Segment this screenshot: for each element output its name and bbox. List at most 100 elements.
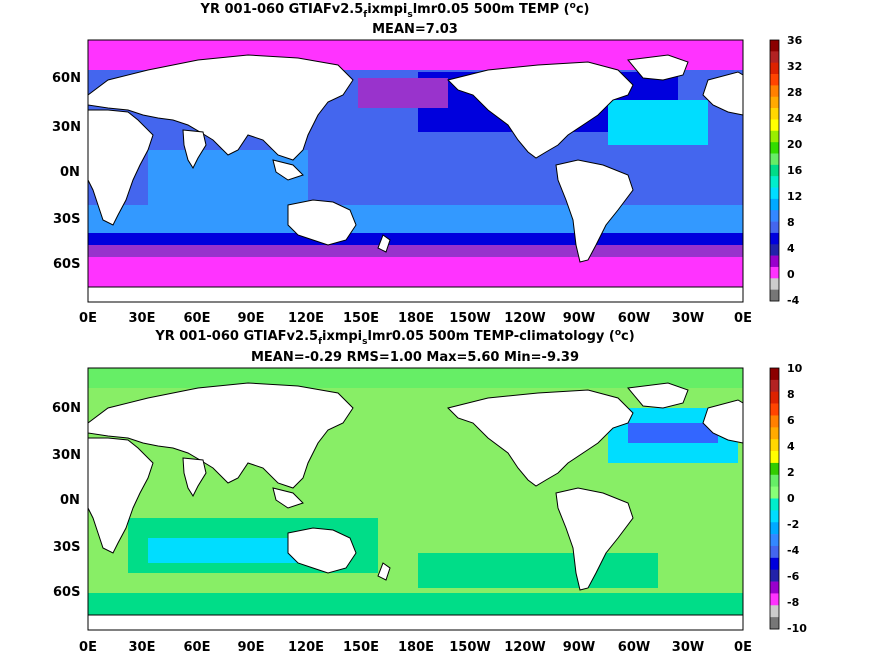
top-cb-tick: -4 xyxy=(787,294,800,307)
bottom-stats: MEAN=-0.29 RMS=1.00 Max=5.60 Min=-9.39 xyxy=(251,350,579,365)
top-antarctic xyxy=(88,257,743,287)
colorbar-swatch xyxy=(770,289,779,302)
bottom-lon-150w: 150W xyxy=(449,640,490,655)
top-lon-0e-end: 0E xyxy=(734,311,752,326)
top-cb-tick: 8 xyxy=(787,216,795,229)
top-kuril xyxy=(358,78,448,108)
bottom-colorbar-ticks: 10 8 6 4 2 0 -2 -4 -6 -8 -10 xyxy=(787,362,807,635)
top-lon-60e: 60E xyxy=(184,311,211,326)
top-lon-0e: 0E xyxy=(79,311,97,326)
top-cb-tick: 4 xyxy=(787,242,795,255)
top-cb-tick: 32 xyxy=(787,60,802,73)
bottom-frame xyxy=(87,367,744,631)
top-lon-150w: 150W xyxy=(449,311,490,326)
colorbar-swatch xyxy=(770,391,779,404)
bottom-arctic xyxy=(88,368,743,388)
bottom-lon-120w: 120W xyxy=(504,640,545,655)
bottom-lon-180e: 180E xyxy=(398,640,434,655)
top-colorbar xyxy=(769,39,780,302)
bottom-lon-120e: 120E xyxy=(288,640,324,655)
bottom-lon-60w: 60W xyxy=(618,640,650,655)
colorbar-swatch xyxy=(770,142,779,154)
colorbar-swatch xyxy=(770,522,779,535)
top-lon-90w: 90W xyxy=(563,311,595,326)
bottom-lat-labels: 60N 30N 0N 30S 60S xyxy=(52,401,81,600)
colorbar-swatch xyxy=(770,74,779,86)
colorbar-swatch xyxy=(770,510,779,523)
colorbar-swatch xyxy=(770,617,779,630)
bottom-cb-tick: 6 xyxy=(787,414,795,427)
top-lat-30s: 30S xyxy=(53,212,80,227)
top-lon-180e: 180E xyxy=(398,311,434,326)
top-lat-30n: 30N xyxy=(52,120,81,135)
top-cb-tick: 28 xyxy=(787,86,802,99)
top-southern-purple xyxy=(88,245,743,257)
bottom-lat-60n: 60N xyxy=(52,401,81,416)
colorbar-swatch xyxy=(770,96,779,109)
colorbar-frame xyxy=(769,367,780,630)
colorbar-swatch xyxy=(770,187,779,200)
colorbar-swatch xyxy=(770,232,779,245)
bottom-lon-30e: 30E xyxy=(129,640,156,655)
colorbar-swatch xyxy=(770,486,779,499)
colorbar-swatch xyxy=(770,379,779,393)
colorbar-frame xyxy=(769,39,780,302)
colorbar-swatch xyxy=(770,569,779,582)
colorbar-swatch xyxy=(770,85,779,98)
top-lon-120e: 120E xyxy=(288,311,324,326)
bottom-cb-tick: -10 xyxy=(787,622,807,635)
colorbar-swatch xyxy=(770,164,779,177)
top-cb-tick: 12 xyxy=(787,190,802,203)
bottom-cb-tick: 8 xyxy=(787,388,795,401)
colorbar-swatch xyxy=(770,221,779,234)
top-lon-30e: 30E xyxy=(129,311,156,326)
bottom-lat-60s: 60S xyxy=(53,585,80,600)
colorbar-swatch xyxy=(770,368,779,381)
bottom-southern-pacific xyxy=(418,553,658,588)
colorbar-swatch xyxy=(770,439,779,452)
bottom-lon-labels: 0E 30E 60E 90E 120E 150E 180E 150W 120W … xyxy=(79,640,752,655)
colorbar-swatch xyxy=(770,557,779,570)
top-cb-tick: 16 xyxy=(787,164,803,177)
bottom-lon-0e-end: 0E xyxy=(734,640,752,655)
colorbar-swatch xyxy=(770,244,779,256)
bottom-cb-tick: 2 xyxy=(787,466,795,479)
bottom-lon-30w: 30W xyxy=(672,640,704,655)
top-lat-60s: 60S xyxy=(53,257,80,272)
bottom-lon-60e: 60E xyxy=(184,640,211,655)
top-title: YR 001-060 GTIAFv2.5fixmpislmr0.05 500m … xyxy=(200,1,590,20)
top-cb-tick: 36 xyxy=(787,34,803,47)
colorbar-swatch xyxy=(770,427,779,440)
colorbar-swatch xyxy=(770,62,779,75)
bottom-cb-tick: 0 xyxy=(787,492,795,505)
bottom-lon-90e: 90E xyxy=(238,640,265,655)
colorbar-swatch xyxy=(770,474,779,487)
colorbar-swatch xyxy=(770,545,779,559)
bottom-lat-30s: 30S xyxy=(53,540,80,555)
colorbar-swatch xyxy=(770,534,779,547)
bottom-lat-30n: 30N xyxy=(52,448,81,463)
bottom-cb-tick: -4 xyxy=(787,544,800,557)
colorbar-swatch xyxy=(770,278,779,290)
bottom-colorbar xyxy=(769,367,780,630)
top-lon-labels: 0E 30E 60E 90E 120E 150E 180E 150W 120W … xyxy=(79,311,752,326)
bottom-lon-90w: 90W xyxy=(563,640,595,655)
colorbar-swatch xyxy=(770,40,779,52)
bottom-panel: YR 001-060 GTIAFv2.5fixmpislmr0.05 500m … xyxy=(52,328,807,655)
top-lat-labels: 60N 30N 0N 30S 60S xyxy=(52,71,81,272)
bottom-lat-0n: 0N xyxy=(60,493,80,508)
bottom-gulf-stream-core xyxy=(628,423,718,443)
bottom-title: YR 001-060 GTIAFv2.5fixmpislmr0.05 500m … xyxy=(154,328,634,347)
bottom-antarctic-band xyxy=(88,593,743,615)
top-lon-90e: 90E xyxy=(238,311,265,326)
top-panel: YR 001-060 GTIAFv2.5fixmpislmr0.05 500m … xyxy=(52,1,803,326)
bottom-cb-tick: -6 xyxy=(787,570,800,583)
colorbar-swatch xyxy=(770,498,779,511)
colorbar-swatch xyxy=(770,210,779,222)
top-lon-30w: 30W xyxy=(672,311,704,326)
bottom-cb-tick: -2 xyxy=(787,518,799,531)
colorbar-swatch xyxy=(770,255,779,268)
colorbar-swatch xyxy=(770,403,779,416)
top-cb-tick: 0 xyxy=(787,268,795,281)
